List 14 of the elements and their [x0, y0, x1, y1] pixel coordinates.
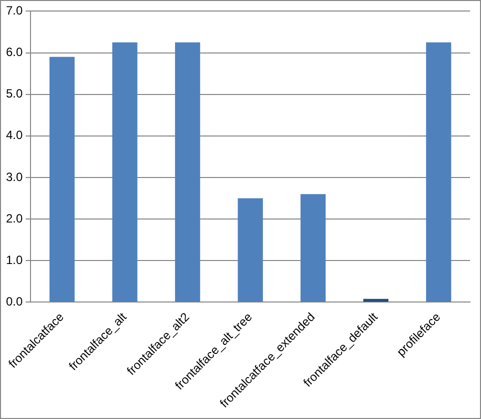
bar [50, 56, 75, 302]
y-tick-label: 1.0 [6, 252, 23, 267]
bar [238, 198, 263, 302]
bar [175, 42, 200, 302]
y-tick-label: 7.0 [6, 4, 23, 18]
bar [112, 42, 138, 302]
y-tick-label: 6.0 [6, 45, 23, 60]
y-tick-label: 3.0 [6, 170, 23, 184]
y-tick-label: 5.0 [6, 86, 23, 101]
bar [426, 42, 452, 302]
bar [300, 194, 326, 302]
y-tick-label: 0.0 [6, 294, 23, 309]
y-tick-label: 2.0 [6, 211, 23, 226]
y-tick-label: 4.0 [6, 128, 23, 142]
